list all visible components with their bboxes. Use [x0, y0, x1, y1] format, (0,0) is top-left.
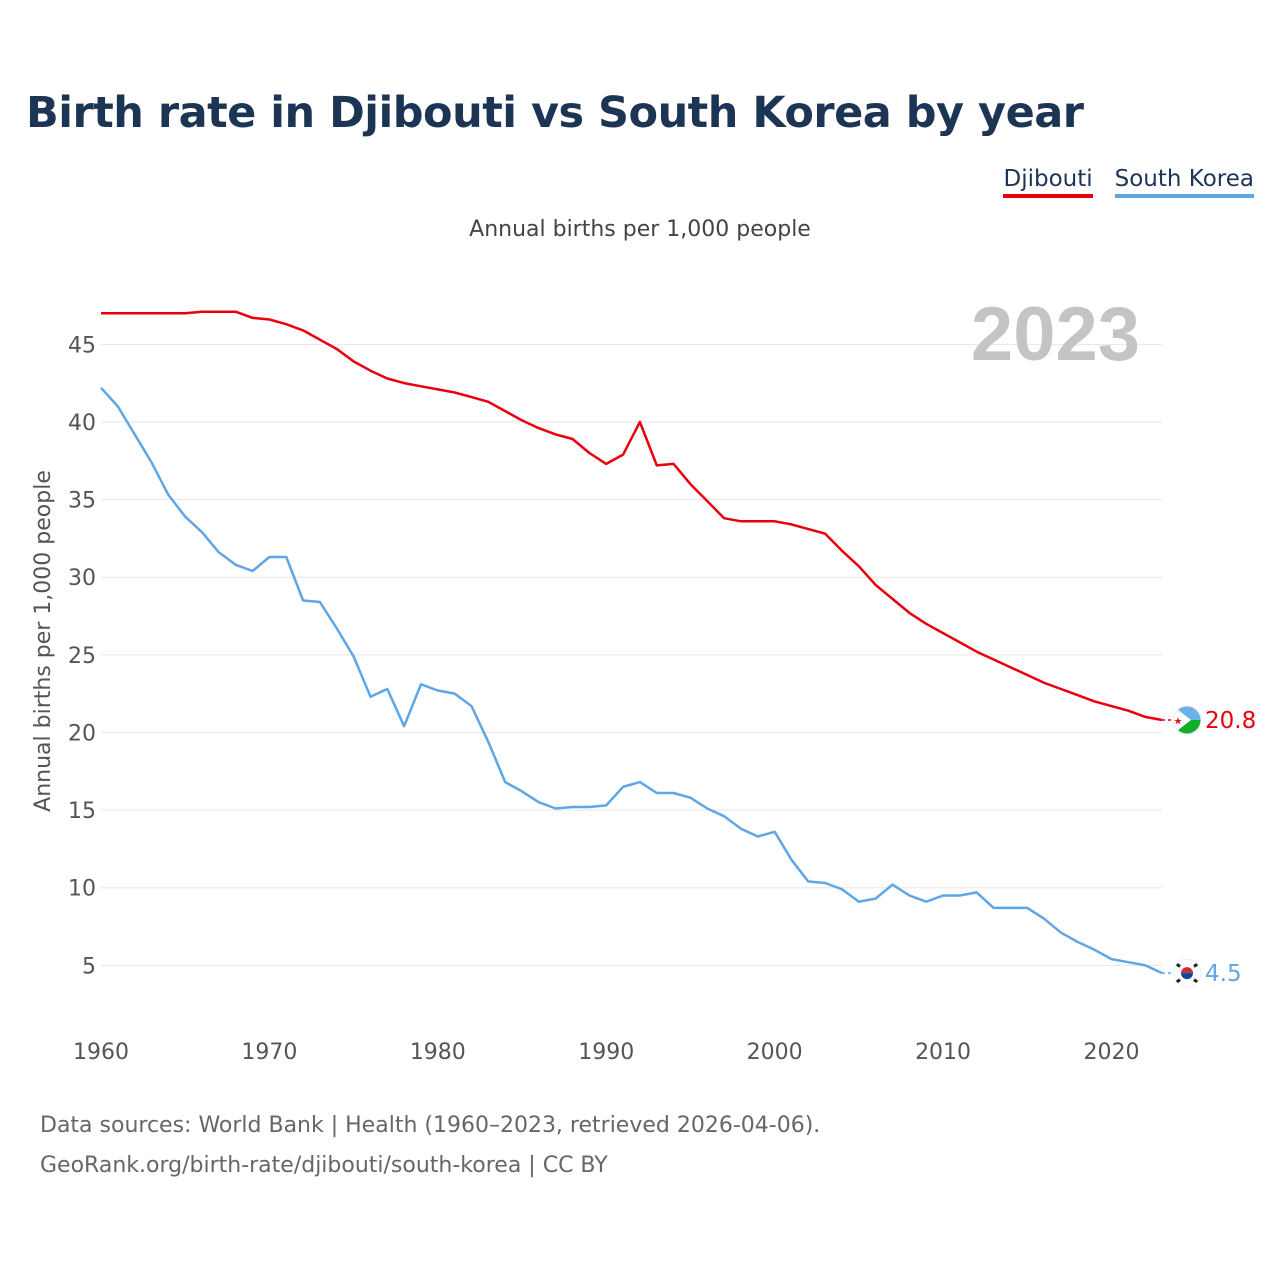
y-tick-label: 25: [68, 644, 96, 669]
x-tick-label: 2000: [747, 1040, 803, 1065]
chart-subtitle: Annual births per 1,000 people: [469, 217, 811, 242]
year-watermark: 2023: [971, 292, 1140, 377]
end-value-label-south-korea: 4.5: [1205, 961, 1242, 987]
y-tick-label: 15: [68, 799, 96, 824]
footer: Data sources: World Bank | Health (1960–…: [40, 1106, 820, 1186]
chart-title: Birth rate in Djibouti vs South Korea by…: [26, 88, 1084, 138]
y-tick-label: 35: [68, 489, 96, 514]
x-tick-label: 1980: [410, 1040, 466, 1065]
djibouti-flag-icon: [1172, 705, 1202, 735]
end-value-label-djibouti: 20.8: [1205, 708, 1256, 734]
x-tick-label: 1990: [578, 1040, 634, 1065]
x-tick-label: 1960: [73, 1040, 129, 1065]
south-korea-flag-icon: [1172, 958, 1202, 988]
series: [100, 310, 1163, 975]
y-tick-label: 40: [68, 411, 96, 436]
series-line-south-korea[interactable]: [100, 386, 1163, 975]
x-tick-label: 2010: [915, 1040, 971, 1065]
legend-item-south-korea[interactable]: South Korea: [1114, 166, 1254, 198]
axes: 5 10 15 20 25 30 35 40 45 1960 1970 1980 1990 2000 201…: [68, 333, 1139, 1065]
y-tick-label: 20: [68, 721, 96, 746]
footer-link[interactable]: GeoRank.org/birth-rate/djibouti/south-ko…: [40, 1153, 608, 1178]
y-axis-label: Annual births per 1,000 people: [31, 470, 56, 812]
series-line-djibouti[interactable]: [101, 310, 1163, 722]
legend-item-djibouti[interactable]: Djibouti: [1003, 166, 1093, 198]
line-chart: 5 10 15 20 25 30 35 40 45 1960 1970 1980 1990 2000 201…: [31, 292, 1256, 1065]
y-tick-label: 30: [68, 566, 96, 591]
y-tick-label: 5: [82, 954, 96, 979]
footer-sources: Data sources: World Bank | Health (1960–…: [40, 1113, 821, 1138]
end-markers: 20.8 4.5: [1162, 705, 1256, 988]
x-tick-label: 1970: [241, 1040, 297, 1065]
legend: Djibouti South Korea: [1003, 166, 1254, 198]
y-tick-label: 45: [68, 333, 96, 358]
x-tick-label: 2020: [1083, 1040, 1139, 1065]
y-tick-label: 10: [68, 877, 96, 902]
